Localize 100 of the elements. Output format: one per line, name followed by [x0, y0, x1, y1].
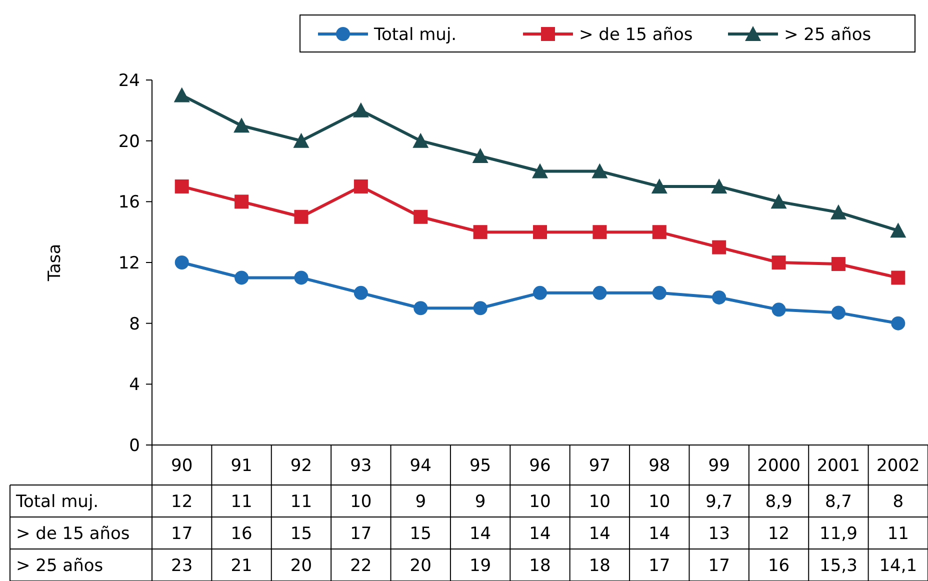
point [414, 210, 428, 224]
point [354, 179, 368, 194]
point [712, 290, 726, 304]
x-tick-label: 90 [171, 456, 193, 476]
data-label: 17 [708, 556, 730, 576]
point [592, 163, 608, 178]
data-label: 9 [415, 492, 426, 512]
point [234, 270, 249, 285]
point [711, 178, 728, 194]
data-label: 21 [230, 556, 252, 576]
point [174, 179, 189, 194]
point [532, 163, 548, 178]
point [354, 286, 368, 300]
point [352, 102, 369, 118]
point [652, 225, 666, 240]
data-label: 11 [887, 524, 909, 544]
point [712, 240, 726, 254]
data-label: 15,3 [820, 556, 858, 576]
point [234, 194, 249, 209]
x-tick-label: 97 [588, 456, 611, 476]
data-label: 17 [648, 556, 670, 576]
x-tick-label: 96 [529, 456, 551, 476]
point [473, 225, 488, 240]
data-label: 22 [350, 556, 372, 576]
legend-label: Total muj. [373, 24, 457, 45]
text: Total muj. [16, 492, 99, 512]
point [472, 148, 488, 164]
data-label: 19 [469, 556, 492, 576]
data-label: 17 [350, 524, 372, 544]
point [174, 87, 190, 102]
data-label: 9,7 [706, 492, 733, 512]
data-label: 17 [171, 524, 193, 544]
data-label: 16 [768, 556, 790, 576]
data-label: 12 [171, 492, 193, 512]
data-label: 23 [171, 556, 193, 576]
data-label: 10 [350, 492, 372, 512]
data-label: 11 [230, 492, 252, 512]
data-label: 10 [588, 492, 611, 512]
x-tick-label: 2001 [816, 456, 860, 476]
point [772, 256, 786, 270]
point [891, 316, 906, 330]
data-label: 8 [892, 492, 904, 512]
data-label: 11,9 [820, 524, 858, 544]
data-label: 14,1 [879, 556, 918, 576]
point [651, 178, 668, 194]
point [592, 286, 607, 300]
data-label: 14 [469, 524, 492, 544]
y-tick-label: 0 [129, 436, 140, 456]
point [592, 225, 607, 240]
point [831, 306, 846, 320]
point [294, 270, 308, 285]
point [533, 286, 547, 300]
x-tick-label: 93 [350, 456, 372, 476]
x-tick-label: 92 [290, 456, 312, 476]
y-tick-label: 24 [118, 70, 140, 91]
x-tick-label: 91 [230, 456, 252, 476]
point [174, 256, 189, 270]
x-tick-label: 94 [410, 456, 432, 476]
data-label: 13 [708, 524, 730, 544]
x-tick-label: 95 [469, 456, 492, 476]
x-tick-label: 99 [708, 456, 730, 476]
y-tick-label: 4 [129, 375, 140, 396]
point [294, 210, 308, 224]
data-label: 16 [230, 524, 252, 544]
data-label: 20 [290, 556, 312, 576]
data-label: 14 [648, 524, 670, 544]
point [891, 270, 906, 285]
data-label: 18 [529, 556, 551, 576]
point [831, 257, 846, 272]
data-label: 14 [588, 524, 611, 544]
data-label: 18 [588, 556, 611, 576]
data-label: 20 [410, 556, 432, 576]
point [772, 302, 786, 317]
y-tick-label: 16 [118, 192, 140, 213]
y-axis-title: Tasa [45, 244, 65, 282]
text: > de 15 años [16, 524, 130, 544]
data-label: 12 [768, 524, 790, 544]
legend-label: > 25 años [784, 24, 872, 45]
point [770, 194, 787, 209]
x-tick-label: 2002 [876, 456, 920, 476]
point [293, 132, 310, 148]
data-label: 9 [474, 492, 486, 512]
legend-label: > de 15 años [579, 24, 693, 45]
text: > 25 años [16, 556, 104, 576]
point [830, 204, 846, 220]
point [414, 301, 428, 316]
point [890, 222, 906, 238]
x-tick-label: 2000 [757, 456, 800, 476]
y-tick-label: 12 [118, 253, 140, 274]
data-label: 11 [290, 492, 312, 512]
data-label: 10 [648, 492, 670, 512]
data-label: 10 [529, 492, 551, 512]
data-label: 8,9 [765, 492, 792, 512]
data-label: 15 [410, 524, 432, 544]
y-tick-label: 20 [118, 132, 140, 152]
point [412, 132, 429, 148]
data-label: 15 [290, 524, 312, 544]
point [234, 118, 250, 133]
point [533, 225, 547, 240]
data-label: 14 [529, 524, 551, 544]
